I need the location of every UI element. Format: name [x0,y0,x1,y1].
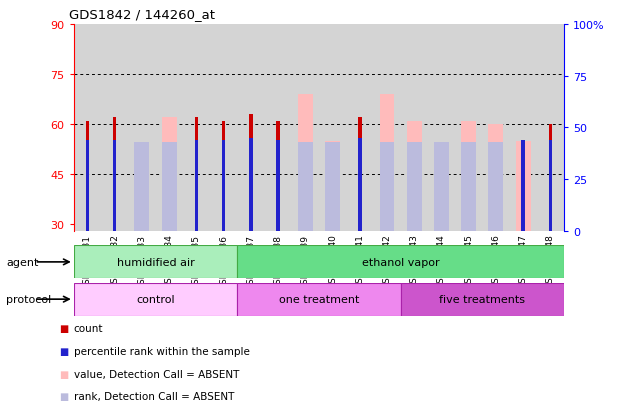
Bar [85,140,89,231]
Bar [379,142,394,231]
Text: protocol: protocol [6,294,52,304]
Bar [549,125,553,231]
Text: ■: ■ [60,346,69,356]
Bar [488,125,503,231]
Bar [521,140,525,231]
Bar [194,140,198,231]
Bar [407,142,422,231]
Bar [325,142,340,231]
Bar [358,138,362,231]
Bar [135,145,149,231]
Bar [298,95,313,231]
Text: ■: ■ [60,369,69,379]
Text: GDS1842 / 144260_at: GDS1842 / 144260_at [69,8,215,21]
Bar [135,142,149,231]
Bar [488,142,503,231]
Bar [162,118,176,231]
Text: humidified air: humidified air [117,257,194,267]
Bar [222,121,226,231]
Bar [407,121,422,231]
Text: control: control [136,294,175,304]
Bar [85,121,89,231]
Bar [325,141,340,231]
Bar [462,142,476,231]
Bar [276,140,280,231]
Bar [276,121,280,231]
Bar [249,138,253,231]
Bar [222,140,226,231]
Text: percentile rank within the sample: percentile rank within the sample [74,346,249,356]
Bar [379,95,394,231]
Text: agent: agent [6,257,39,267]
Bar [516,141,531,231]
Bar [74,246,237,279]
Bar [358,118,362,231]
Text: ■: ■ [60,323,69,333]
Bar [113,118,117,231]
Bar [237,246,564,279]
Bar [549,140,553,231]
Bar [249,115,253,231]
Text: value, Detection Call = ABSENT: value, Detection Call = ABSENT [74,369,239,379]
Bar [298,142,313,231]
Bar [401,283,564,316]
Bar [434,142,449,231]
Bar [74,283,237,316]
Bar [113,140,117,231]
Bar [194,118,198,231]
Text: five treatments: five treatments [439,294,526,304]
Text: one treatment: one treatment [279,294,359,304]
Text: rank, Detection Call = ABSENT: rank, Detection Call = ABSENT [74,392,234,401]
Bar [462,121,476,231]
Bar [162,142,176,231]
Text: count: count [74,323,103,333]
Bar [237,283,401,316]
Text: ethanol vapor: ethanol vapor [362,257,440,267]
Text: ■: ■ [60,392,69,401]
